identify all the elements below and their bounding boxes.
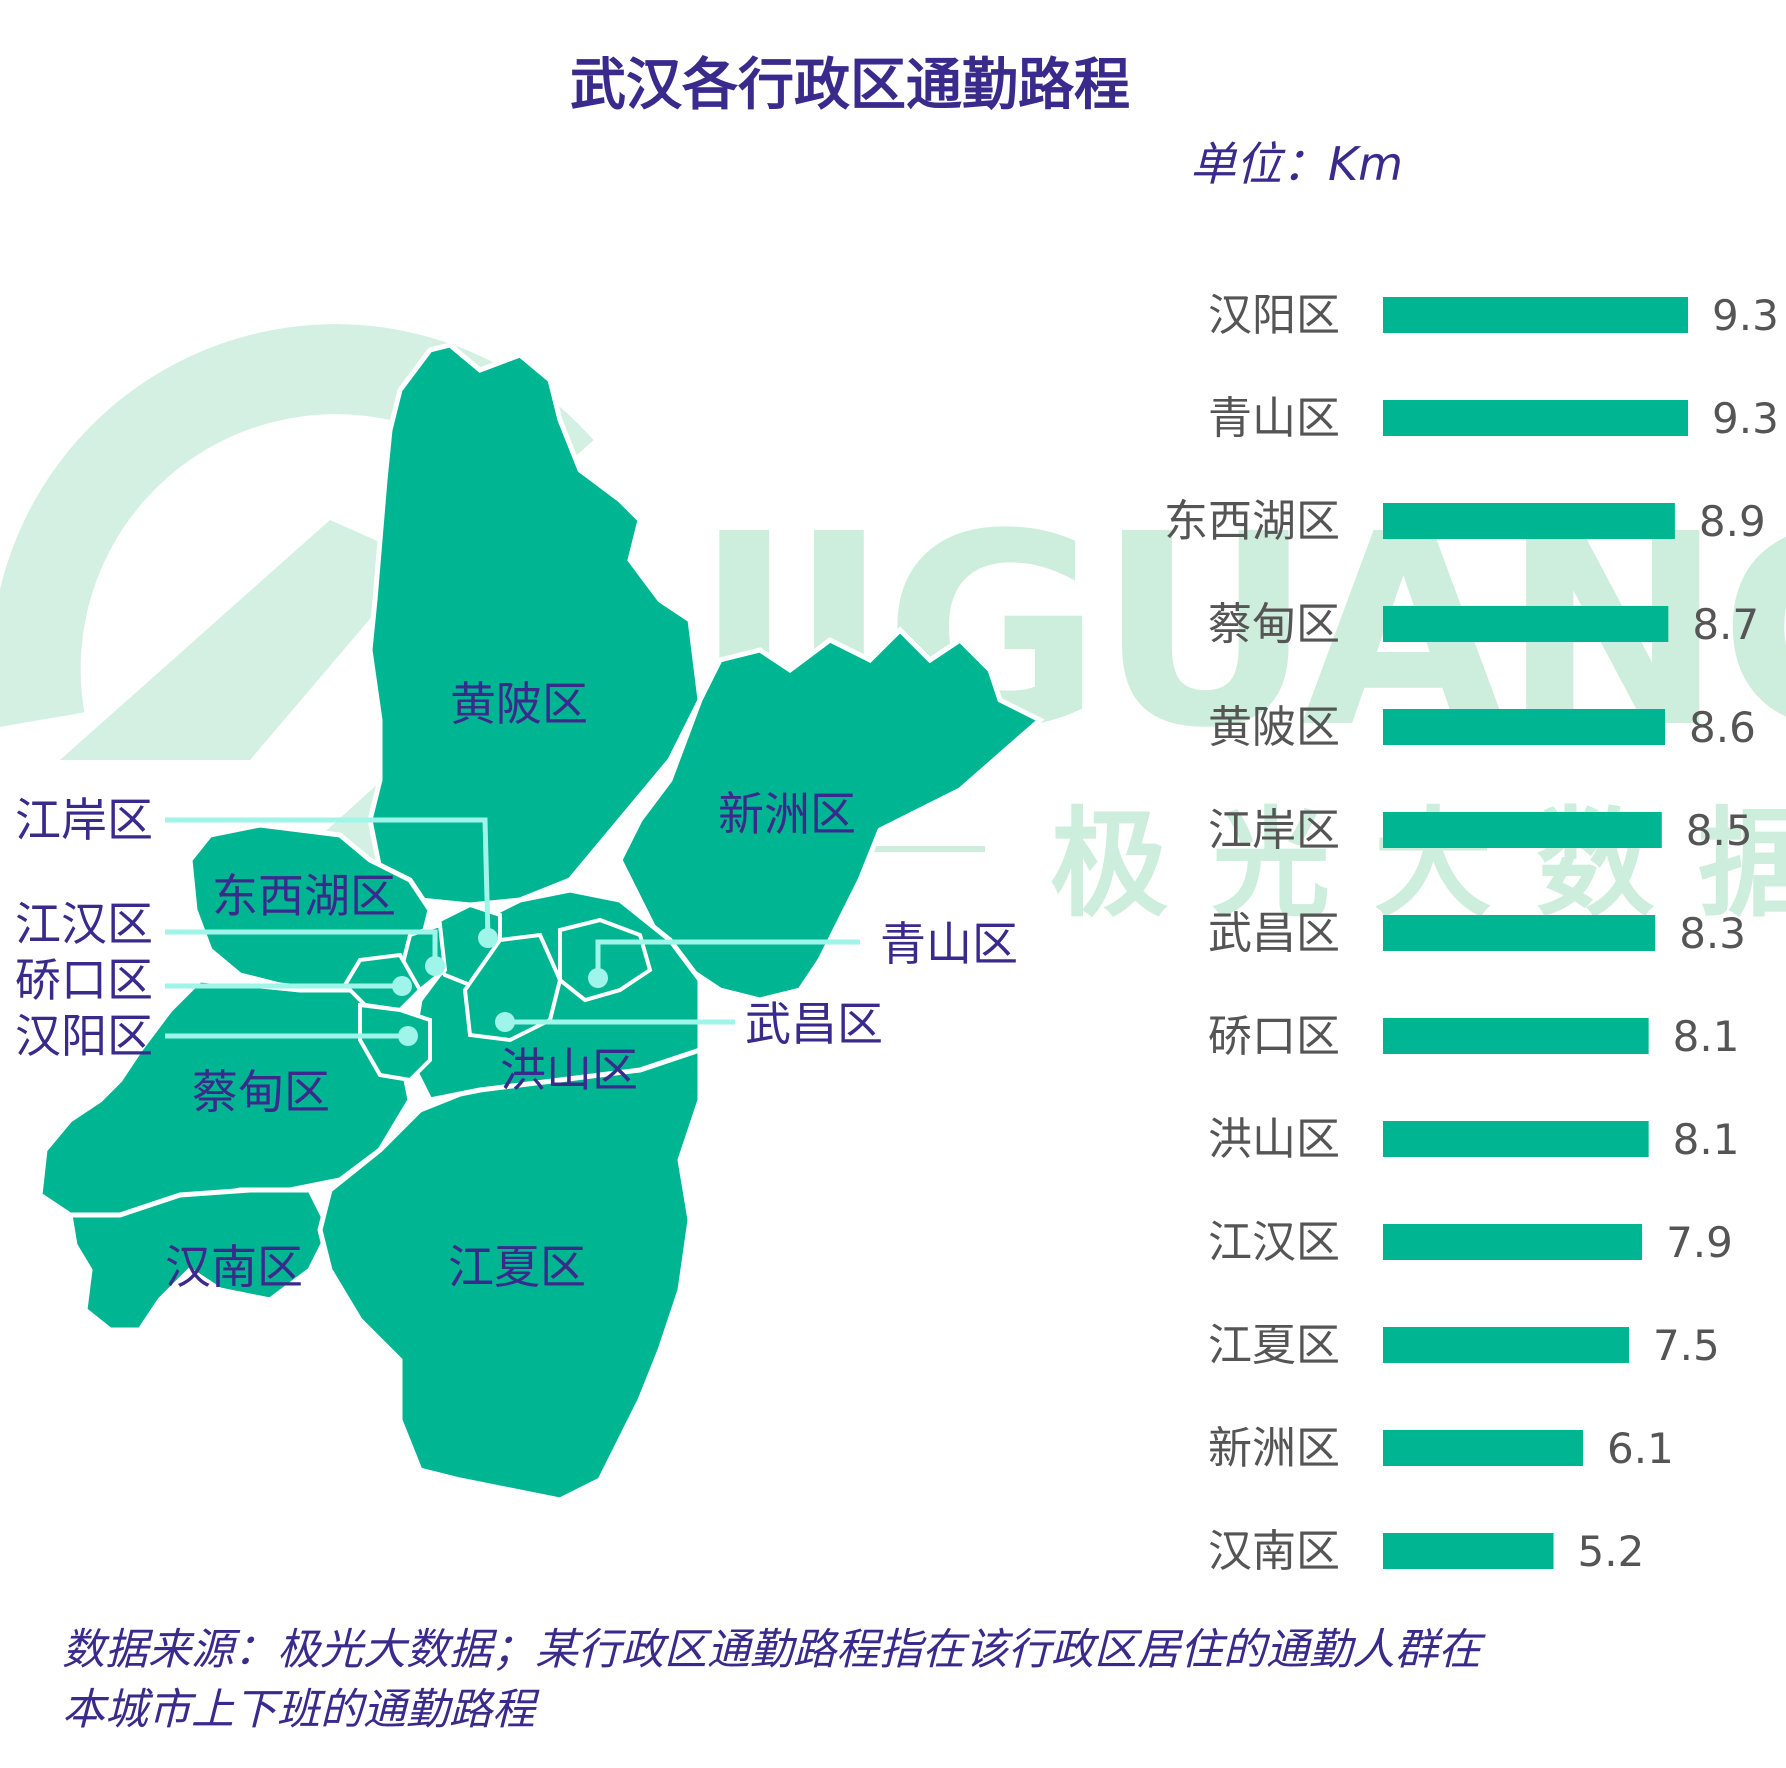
unit-label: 单位：Km <box>1190 137 1403 191</box>
source-note-line-2: 本城市上下班的通勤路程 <box>62 1685 535 1735</box>
bar-category-label: 洪山区 <box>1208 1114 1340 1165</box>
bar-value-label: 7.5 <box>1653 1321 1720 1370</box>
bar-value-label: 8.1 <box>1673 1115 1740 1164</box>
bar-value-label: 8.9 <box>1699 497 1766 546</box>
leader-line-jiangan <box>165 817 491 939</box>
map-dot-jiangan <box>478 928 498 948</box>
map-region-wuchang <box>462 932 563 1043</box>
map-label-jiangan: 江岸区 <box>15 793 153 847</box>
bar-category-label: 东西湖区 <box>1164 496 1340 547</box>
leader-line-qingshan <box>595 939 860 970</box>
bar <box>1383 812 1662 848</box>
bar-category-label: 江夏区 <box>1208 1320 1340 1371</box>
watermark-dash <box>865 846 985 852</box>
map-label-wuchang: 武昌区 <box>745 997 883 1051</box>
map-label-jianghan: 江汉区 <box>15 897 153 951</box>
map-dot-qingshan <box>588 968 608 988</box>
bar-category-label: 黄陂区 <box>1208 702 1340 753</box>
bar-category-label: 江岸区 <box>1208 805 1340 856</box>
map-label-jiangxia: 江夏区 <box>448 1240 586 1294</box>
map-label-hongshan: 洪山区 <box>500 1043 638 1097</box>
map-dot-hanyang <box>398 1026 418 1046</box>
map-label-hannan: 汉南区 <box>165 1240 303 1294</box>
bar <box>1383 915 1656 951</box>
bar <box>1383 297 1688 333</box>
bar-value-label: 8.3 <box>1679 909 1746 958</box>
map-label-huangpi: 黄陂区 <box>450 677 588 731</box>
bar-value-label: 9.3 <box>1712 394 1779 443</box>
source-note: 数据来源：极光大数据；某行政区通勤路程指在该行政区居住的通勤人群在 本城市上下班… <box>62 1620 1702 1740</box>
bar <box>1383 709 1666 745</box>
map-label-caidian: 蔡甸区 <box>192 1065 330 1119</box>
map-label-qiaokou: 硚口区 <box>15 953 153 1007</box>
bar <box>1383 1327 1629 1363</box>
bar-category-label: 汉阳区 <box>1208 290 1340 341</box>
bar-category-label: 蔡甸区 <box>1208 599 1340 650</box>
bar-category-label: 武昌区 <box>1208 908 1340 959</box>
bar-value-label: 8.6 <box>1689 703 1756 752</box>
map-dot-jianghan <box>425 956 445 976</box>
bar-category-label: 新洲区 <box>1208 1423 1340 1474</box>
map-label-dongxihu: 东西湖区 <box>212 869 396 923</box>
bar-category-label: 江汉区 <box>1208 1217 1340 1268</box>
bar-value-label: 6.1 <box>1607 1424 1674 1473</box>
bar <box>1383 606 1669 642</box>
bar-value-label: 8.5 <box>1686 806 1753 855</box>
bar <box>1383 1430 1584 1466</box>
bar-value-label: 8.1 <box>1673 1012 1740 1061</box>
map-region-hanyang <box>358 1002 432 1083</box>
bar <box>1383 1121 1649 1157</box>
bar-value-label: 9.3 <box>1712 291 1779 340</box>
bar-value-label: 5.2 <box>1578 1527 1645 1576</box>
map-label-qingshan: 青山区 <box>880 917 1018 971</box>
map-region-huangpi <box>367 342 703 908</box>
bar <box>1383 503 1675 539</box>
bar <box>1383 1533 1554 1569</box>
chart-title: 武汉各行政区通勤路程 <box>570 53 1130 118</box>
bar <box>1383 1224 1643 1260</box>
bar-value-label: 8.7 <box>1692 600 1759 649</box>
leader-line-jianghan <box>165 929 438 966</box>
bar <box>1383 400 1688 436</box>
bar-category-label: 硚口区 <box>1208 1011 1340 1062</box>
map-label-xinzhou: 新洲区 <box>718 787 856 841</box>
map-dot-qiaokou <box>392 976 412 996</box>
source-note-line-1: 数据来源：极光大数据；某行政区通勤路程指在该行政区居住的通勤人群在 <box>62 1625 1481 1675</box>
map-label-hanyang: 汉阳区 <box>15 1009 153 1063</box>
bar <box>1383 1018 1649 1054</box>
map-region-hannan <box>67 1187 333 1333</box>
bar-category-label: 青山区 <box>1208 393 1340 444</box>
bar-category-label: 汉南区 <box>1208 1526 1340 1577</box>
map-dot-wuchang <box>495 1012 515 1032</box>
bar-value-label: 7.9 <box>1666 1218 1733 1267</box>
map-region-xinzhou <box>617 626 1045 1003</box>
